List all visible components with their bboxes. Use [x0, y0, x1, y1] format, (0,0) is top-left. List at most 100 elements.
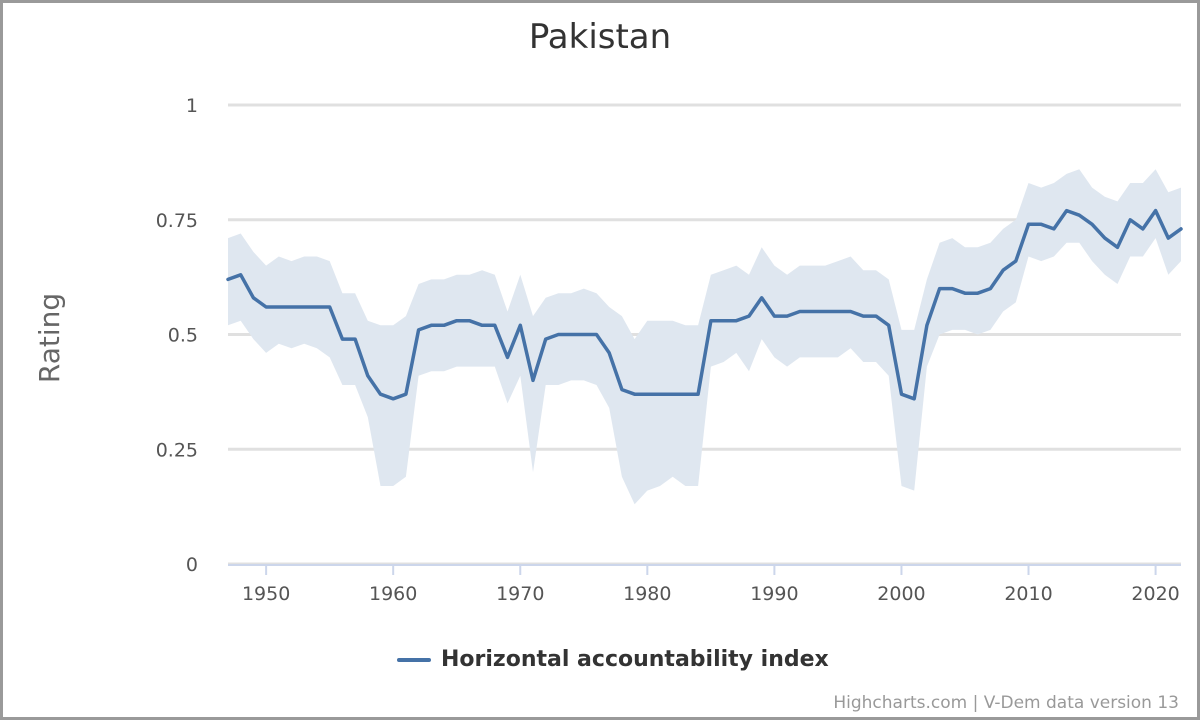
data-point[interactable] — [1165, 235, 1171, 241]
data-point[interactable] — [1140, 226, 1146, 232]
data-point[interactable] — [454, 318, 460, 324]
data-point[interactable] — [479, 322, 485, 328]
data-point[interactable] — [1038, 221, 1044, 227]
data-point[interactable] — [822, 309, 828, 315]
data-point[interactable] — [1064, 208, 1070, 214]
data-point[interactable] — [250, 295, 256, 301]
y-tick-label: 0.75 — [156, 210, 198, 232]
x-tick-label: 1950 — [242, 583, 290, 605]
data-point[interactable] — [695, 391, 701, 397]
data-point[interactable] — [352, 336, 358, 342]
data-point[interactable] — [594, 332, 600, 338]
data-point[interactable] — [225, 276, 231, 282]
data-point[interactable] — [466, 318, 472, 324]
legend-label: Horizontal accountability index — [441, 647, 829, 672]
data-point[interactable] — [505, 354, 511, 360]
x-tick-label: 1990 — [750, 583, 798, 605]
data-point[interactable] — [530, 377, 536, 383]
data-point[interactable] — [327, 304, 333, 310]
data-point[interactable] — [975, 290, 981, 296]
data-point[interactable] — [937, 286, 943, 292]
data-point[interactable] — [746, 313, 752, 319]
data-point[interactable] — [403, 391, 409, 397]
data-point[interactable] — [784, 313, 790, 319]
data-point[interactable] — [390, 396, 396, 402]
series-line — [226, 208, 1183, 401]
data-point[interactable] — [1178, 226, 1184, 232]
data-point[interactable] — [835, 309, 841, 315]
data-point[interactable] — [517, 322, 523, 328]
data-point[interactable] — [848, 309, 854, 315]
x-tick-label: 1980 — [623, 583, 671, 605]
data-point[interactable] — [276, 304, 282, 310]
data-point[interactable] — [301, 304, 307, 310]
data-point[interactable] — [924, 322, 930, 328]
data-point[interactable] — [619, 387, 625, 393]
data-point[interactable] — [1026, 221, 1032, 227]
data-point[interactable] — [670, 391, 676, 397]
y-tick-label: 0 — [186, 554, 198, 576]
data-point[interactable] — [733, 318, 739, 324]
data-point[interactable] — [632, 391, 638, 397]
data-point[interactable] — [873, 313, 879, 319]
data-point[interactable] — [314, 304, 320, 310]
data-point[interactable] — [797, 309, 803, 315]
data-point[interactable] — [682, 391, 688, 397]
legend[interactable]: Horizontal accountability index — [397, 647, 829, 672]
data-point[interactable] — [899, 391, 905, 397]
data-point[interactable] — [810, 309, 816, 315]
y-tick-label: 0.5 — [168, 325, 198, 347]
data-point[interactable] — [1102, 235, 1108, 241]
data-point[interactable] — [860, 313, 866, 319]
x-tick-label: 1960 — [369, 583, 417, 605]
series-line-group[interactable] — [225, 208, 1184, 402]
x-tick-label: 1970 — [496, 583, 544, 605]
data-point[interactable] — [581, 332, 587, 338]
data-point[interactable] — [962, 290, 968, 296]
data-point[interactable] — [441, 322, 447, 328]
data-point[interactable] — [949, 286, 955, 292]
data-point[interactable] — [1115, 244, 1121, 250]
y-tick-label: 1 — [186, 95, 198, 117]
data-point[interactable] — [1089, 221, 1095, 227]
data-point[interactable] — [1153, 208, 1159, 214]
x-tick-label: 2010 — [1004, 583, 1052, 605]
data-point[interactable] — [721, 318, 727, 324]
data-point[interactable] — [339, 336, 345, 342]
data-point[interactable] — [1013, 258, 1019, 264]
data-point[interactable] — [492, 322, 498, 328]
data-point[interactable] — [1051, 226, 1057, 232]
data-point[interactable] — [886, 322, 892, 328]
data-point[interactable] — [568, 332, 574, 338]
credits-text[interactable]: Highcharts.com | V-Dem data version 13 — [833, 693, 1179, 713]
x-tick-label: 2020 — [1131, 583, 1179, 605]
data-point[interactable] — [644, 391, 650, 397]
data-point[interactable] — [759, 295, 765, 301]
data-point[interactable] — [708, 318, 714, 324]
x-axis: 1950 1960 1970 1980 1990 2000 2010 2020 — [228, 564, 1181, 605]
data-point[interactable] — [771, 313, 777, 319]
data-point[interactable] — [1000, 267, 1006, 273]
data-point[interactable] — [1127, 217, 1133, 223]
data-point[interactable] — [263, 304, 269, 310]
data-point[interactable] — [911, 396, 917, 402]
data-point[interactable] — [987, 286, 993, 292]
data-point[interactable] — [543, 336, 549, 342]
y-tick-label: 0.25 — [156, 439, 198, 461]
data-point[interactable] — [1076, 212, 1082, 218]
legend-line-icon — [397, 657, 431, 662]
data-point[interactable] — [378, 391, 384, 397]
data-point[interactable] — [606, 350, 612, 356]
data-point[interactable] — [289, 304, 295, 310]
chart-canvas: 0 0.25 0.5 0.75 1 1950 1960 1970 1980 1990 2000 20… — [33, 95, 1184, 605]
confidence-band-group — [228, 169, 1181, 505]
data-point[interactable] — [555, 332, 561, 338]
y-axis-title: Rating — [33, 293, 66, 383]
y-axis: 0 0.25 0.5 0.75 1 — [156, 95, 198, 576]
data-point[interactable] — [657, 391, 663, 397]
data-point[interactable] — [238, 272, 244, 278]
data-point[interactable] — [416, 327, 422, 333]
data-point[interactable] — [365, 373, 371, 379]
data-point[interactable] — [428, 322, 434, 328]
